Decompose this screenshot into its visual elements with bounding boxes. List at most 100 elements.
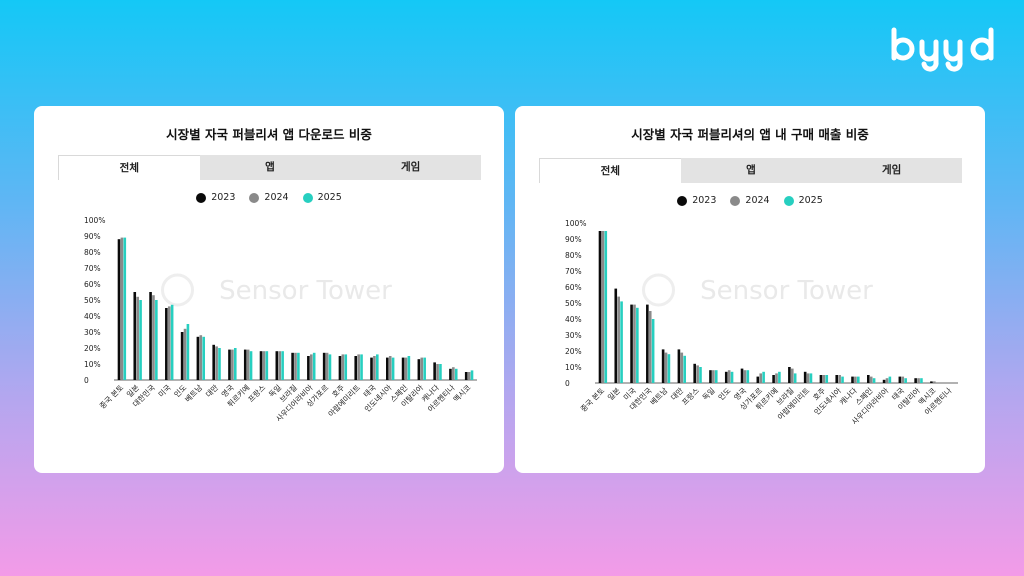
legend-item-2023[interactable]: 2023 xyxy=(196,192,235,203)
bar-2024[interactable] xyxy=(215,346,218,380)
bar-2024[interactable] xyxy=(696,365,699,383)
bar-2025[interactable] xyxy=(825,375,829,383)
bar-2024[interactable] xyxy=(790,368,794,383)
bar-2025[interactable] xyxy=(170,304,174,380)
bar-2025[interactable] xyxy=(439,364,442,380)
bar-2023[interactable] xyxy=(819,375,823,383)
tab-games[interactable]: 게임 xyxy=(882,164,902,176)
bar-2023[interactable] xyxy=(835,375,839,383)
bar-2023[interactable] xyxy=(772,375,775,383)
bar-2025[interactable] xyxy=(857,376,860,383)
bar-2023[interactable] xyxy=(354,356,358,380)
bar-2025[interactable] xyxy=(683,355,686,383)
bar-2025[interactable] xyxy=(407,356,411,380)
bar-2024[interactable] xyxy=(436,364,439,380)
bar-2023[interactable] xyxy=(386,357,389,380)
bar-2023[interactable] xyxy=(724,371,728,383)
tab-games[interactable]: 게임 xyxy=(401,161,421,173)
bar-2024[interactable] xyxy=(262,351,266,380)
bar-2025[interactable] xyxy=(186,324,190,380)
bar-2023[interactable] xyxy=(165,308,168,380)
bar-2024[interactable] xyxy=(183,328,187,380)
bar-2023[interactable] xyxy=(740,368,744,383)
tab-apps[interactable]: 앱 xyxy=(746,164,756,176)
bar-2025[interactable] xyxy=(218,348,221,380)
bar-2024[interactable] xyxy=(806,373,810,383)
bar-2023[interactable] xyxy=(661,349,665,383)
bar-2024[interactable] xyxy=(294,352,297,380)
bar-2023[interactable] xyxy=(291,352,294,380)
bar-2024[interactable] xyxy=(664,352,668,383)
bar-2023[interactable] xyxy=(243,349,247,380)
bar-2024[interactable] xyxy=(231,349,234,380)
bar-2024[interactable] xyxy=(648,311,652,383)
bar-2025[interactable] xyxy=(746,370,750,383)
bar-2025[interactable] xyxy=(312,352,316,380)
bar-2024[interactable] xyxy=(467,372,471,380)
legend-item-2023[interactable]: 2023 xyxy=(677,195,716,206)
bar-2025[interactable] xyxy=(793,373,797,383)
bar-2024[interactable] xyxy=(152,295,155,380)
bar-2023[interactable] xyxy=(133,292,137,380)
bar-2023[interactable] xyxy=(212,344,215,380)
tab-apps[interactable]: 앱 xyxy=(265,161,275,173)
bar-2023[interactable] xyxy=(180,332,184,380)
bar-2024[interactable] xyxy=(633,304,636,383)
bar-2023[interactable] xyxy=(614,288,618,383)
bar-2023[interactable] xyxy=(417,359,421,380)
bar-2025[interactable] xyxy=(699,367,702,383)
bar-2024[interactable] xyxy=(680,352,684,383)
bar-2025[interactable] xyxy=(391,357,395,380)
bar-2024[interactable] xyxy=(325,352,329,380)
bar-2024[interactable] xyxy=(601,231,605,383)
bar-2023[interactable] xyxy=(401,357,405,380)
bar-2023[interactable] xyxy=(598,231,602,383)
bar-2023[interactable] xyxy=(259,351,263,380)
bar-2025[interactable] xyxy=(328,354,332,380)
bar-2024[interactable] xyxy=(854,376,857,383)
bar-2023[interactable] xyxy=(803,371,807,383)
bar-2025[interactable] xyxy=(139,300,142,380)
bar-2023[interactable] xyxy=(449,368,452,380)
bar-2025[interactable] xyxy=(233,348,237,380)
bar-2025[interactable] xyxy=(778,371,781,383)
bar-2024[interactable] xyxy=(404,357,408,380)
bar-2025[interactable] xyxy=(809,373,813,383)
bar-2023[interactable] xyxy=(709,370,712,383)
bar-2023[interactable] xyxy=(322,352,326,380)
bar-2024[interactable] xyxy=(617,296,620,383)
bar-2025[interactable] xyxy=(376,354,379,380)
bar-2025[interactable] xyxy=(470,370,474,380)
bar-2025[interactable] xyxy=(360,354,363,380)
bar-2024[interactable] xyxy=(341,354,345,380)
bar-2025[interactable] xyxy=(714,370,718,383)
legend-item-2025[interactable]: 2025 xyxy=(783,195,823,206)
bar-2025[interactable] xyxy=(249,351,253,380)
bar-2024[interactable] xyxy=(917,378,920,383)
bar-2023[interactable] xyxy=(646,304,649,383)
bar-2025[interactable] xyxy=(920,378,923,383)
bar-2024[interactable] xyxy=(388,356,392,380)
bar-2024[interactable] xyxy=(759,373,763,383)
bar-2025[interactable] xyxy=(202,336,205,380)
bar-2023[interactable] xyxy=(756,376,760,383)
bar-2023[interactable] xyxy=(914,378,917,383)
bar-2023[interactable] xyxy=(898,376,902,383)
bar-2024[interactable] xyxy=(775,373,778,383)
bar-2023[interactable] xyxy=(149,292,152,380)
bar-2025[interactable] xyxy=(636,307,639,383)
bar-2025[interactable] xyxy=(454,368,458,380)
bar-2024[interactable] xyxy=(822,375,826,383)
legend-item-2024[interactable]: 2024 xyxy=(730,195,770,206)
bar-2024[interactable] xyxy=(309,354,313,380)
legend-item-2025[interactable]: 2025 xyxy=(302,192,342,203)
bar-2025[interactable] xyxy=(265,351,269,380)
legend-item-2024[interactable]: 2024 xyxy=(249,192,289,203)
bar-2023[interactable] xyxy=(882,379,886,383)
bar-2023[interactable] xyxy=(867,375,870,383)
bar-2024[interactable] xyxy=(136,296,139,380)
bar-2025[interactable] xyxy=(667,354,671,383)
bar-2024[interactable] xyxy=(869,376,873,383)
bar-2025[interactable] xyxy=(872,378,876,383)
tab-all[interactable]: 전체 xyxy=(539,158,681,183)
